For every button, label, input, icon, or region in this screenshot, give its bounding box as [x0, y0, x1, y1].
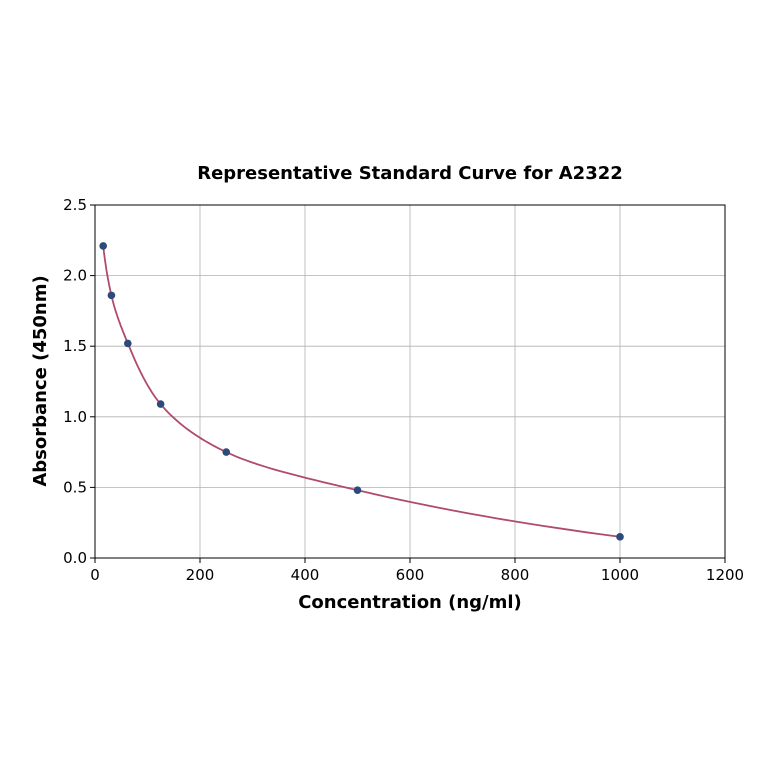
- chart-title: Representative Standard Curve for A2322: [197, 163, 623, 184]
- y-tick-label: 0.0: [63, 549, 87, 567]
- data-point: [222, 448, 231, 456]
- fit-curve: [102, 245, 621, 538]
- x-tick-label: 800: [501, 566, 530, 584]
- x-tick-label: 400: [291, 566, 320, 584]
- data-point: [353, 486, 362, 495]
- y-tick-label: 0.5: [63, 478, 87, 496]
- x-axis-label: Concentration (ng/ml): [298, 592, 522, 613]
- y-tick-label: 1.5: [63, 337, 87, 355]
- axis-ticks: 0 200 400 600 800 1000 1200 0.0 0.5 1.0 1.5 2.0 2.5: [63, 196, 744, 584]
- y-tick-label: 2.5: [63, 196, 87, 214]
- y-tick-label: 1.0: [63, 408, 87, 426]
- data-point: [99, 242, 107, 250]
- x-tick-label: 200: [186, 566, 215, 584]
- grid: [94, 204, 726, 559]
- data-point: [124, 339, 132, 348]
- x-tick-label: 1200: [706, 566, 744, 584]
- data-point: [156, 400, 165, 408]
- y-tick-label: 2.0: [63, 267, 87, 285]
- x-tick-label: 1000: [601, 566, 639, 584]
- data-point: [616, 533, 624, 541]
- x-tick-label: 600: [396, 566, 425, 584]
- data-point: [107, 291, 116, 300]
- y-axis-label: Absorbance (450nm): [30, 275, 51, 486]
- data-points: [99, 242, 624, 541]
- x-tick-label: 0: [90, 566, 100, 584]
